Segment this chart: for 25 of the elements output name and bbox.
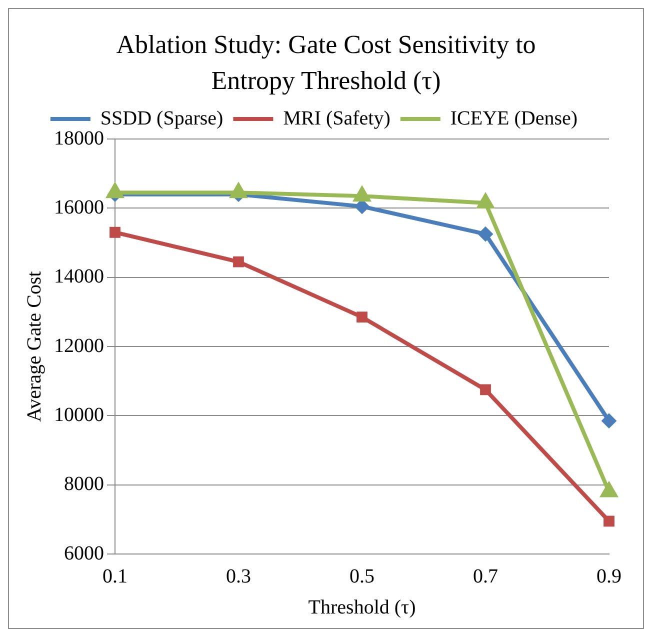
y-tick-label: 18000: [54, 127, 104, 150]
y-tick-label: 10000: [54, 404, 104, 426]
legend-label: ICEYE (Dense): [450, 107, 578, 130]
y-tick-label: 6000: [64, 542, 104, 564]
legend-label: SSDD (Sparse): [100, 107, 224, 130]
x-tick-label: 0.3: [226, 565, 251, 588]
y-tick-label: 16000: [54, 196, 104, 218]
x-tick-label: 0.7: [473, 565, 498, 588]
x-tick-label: 0.9: [596, 565, 622, 588]
y-tick-label: 14000: [54, 266, 104, 288]
chart-title: Ablation Study: Gate Cost Sensitivity to Entropy Threshold (τ): [115, 29, 537, 97]
point: [480, 384, 491, 396]
point: [604, 516, 614, 527]
y-axis-title: Average Gate Cost: [23, 270, 46, 422]
y-tick-label: 8000: [64, 473, 104, 496]
point: [110, 226, 120, 238]
x-tick-label: 0.5: [350, 565, 374, 588]
point: [602, 413, 616, 428]
x-tick-label: 0.1: [102, 565, 128, 588]
point: [233, 256, 244, 268]
y-tick-label: 12000: [54, 334, 104, 357]
legend-label: MRI (Safety): [283, 107, 390, 130]
point: [356, 312, 368, 323]
point: [478, 226, 493, 242]
x-axis-title: Threshold (τ): [308, 596, 416, 618]
